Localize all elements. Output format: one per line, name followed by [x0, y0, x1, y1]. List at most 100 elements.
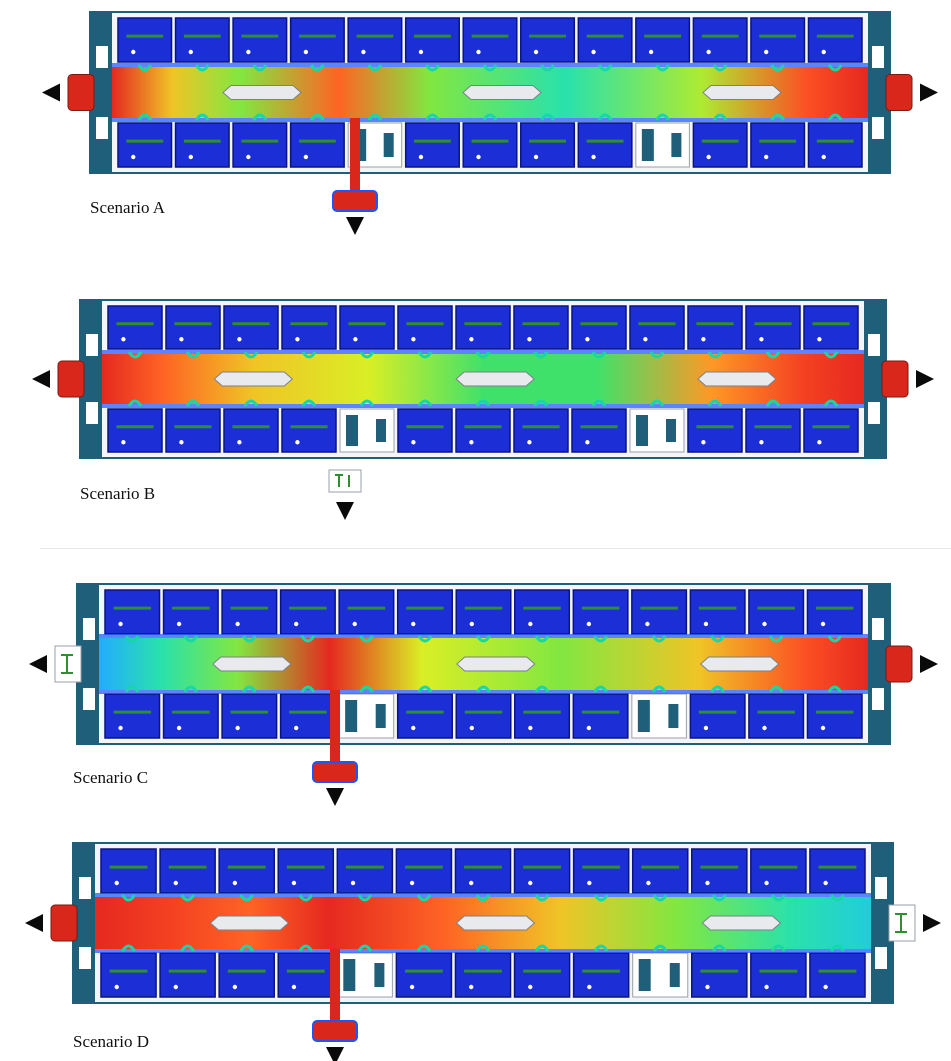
compartment — [807, 17, 863, 63]
gap-speck — [764, 880, 769, 886]
gap-speck — [759, 337, 764, 342]
compartment — [635, 17, 691, 63]
gap-speck — [703, 725, 709, 731]
compartment — [748, 589, 805, 635]
triangle-arrow-icon — [346, 217, 364, 235]
compartment — [692, 122, 748, 168]
compartment — [232, 122, 288, 168]
gap-speck — [352, 621, 357, 627]
triangle-arrow-icon — [920, 655, 938, 673]
gap-speck — [237, 337, 242, 342]
end-wall-window — [86, 402, 98, 424]
gap-speck — [469, 725, 474, 731]
compartment — [691, 848, 748, 894]
compartment — [462, 122, 518, 168]
end-wall-window — [872, 117, 884, 139]
compartment — [404, 122, 460, 168]
closed-door-mark — [335, 474, 350, 487]
seat-access-marker — [124, 635, 140, 643]
gap-speck — [476, 154, 481, 160]
gap-speck — [528, 880, 533, 886]
compartment — [281, 408, 337, 453]
gap-speck — [706, 154, 711, 160]
seat-access-marker — [417, 399, 433, 407]
gap-speck — [246, 49, 251, 55]
scenario-c-caption: Scenario C — [73, 768, 149, 787]
compartment — [689, 693, 746, 739]
compartment — [572, 693, 629, 739]
gap-speck — [114, 984, 119, 990]
vestibule-partition — [374, 963, 385, 987]
seat-access-marker — [476, 635, 491, 643]
gap-speck — [118, 621, 123, 627]
seat-access-marker — [593, 894, 609, 902]
compartment — [454, 952, 512, 998]
gap-speck — [585, 337, 590, 342]
compartment — [404, 17, 460, 63]
exit-door-icon — [885, 74, 913, 111]
compartment — [514, 693, 571, 739]
seat-access-marker — [765, 351, 781, 359]
gap-speck — [411, 621, 416, 627]
gap-speck — [763, 49, 769, 55]
seat-access-marker — [183, 685, 199, 693]
seat-access-marker — [243, 399, 259, 407]
compartment — [232, 17, 288, 63]
compartment — [281, 305, 337, 350]
compartment — [687, 408, 743, 453]
compartment — [809, 952, 866, 998]
gap-speck — [643, 337, 648, 342]
vestibule-partition — [346, 415, 358, 446]
seat-access-marker — [127, 399, 143, 407]
gap-speck — [703, 621, 709, 627]
gap-speck — [586, 725, 592, 731]
compartment — [692, 17, 748, 63]
compartment — [395, 848, 453, 894]
gap-speck — [293, 725, 299, 731]
gap-speck — [821, 49, 826, 55]
gap-speck — [648, 49, 654, 55]
seat-access-marker — [359, 399, 375, 407]
compartment — [455, 408, 511, 453]
bottom-exit-passage — [330, 690, 340, 768]
compartment — [165, 408, 221, 453]
seat-access-marker — [710, 685, 725, 693]
compartment — [104, 693, 161, 739]
seat-access-marker — [827, 685, 843, 693]
gap-speck — [817, 440, 822, 445]
gap-speck — [468, 984, 474, 990]
corridor-obstacle — [213, 371, 294, 387]
compartment — [455, 589, 512, 635]
gap-speck — [591, 49, 596, 55]
gap-speck — [235, 725, 240, 731]
seat-access-marker — [475, 399, 491, 407]
gap-speck — [118, 725, 123, 731]
end-wall-window — [79, 877, 91, 899]
gap-speck — [361, 49, 366, 55]
vestibule-partition — [376, 419, 386, 442]
gap-speck — [295, 440, 300, 445]
compartment — [279, 693, 336, 739]
seat-access-marker — [121, 944, 136, 952]
compartment — [572, 589, 629, 635]
gap-speck — [235, 621, 240, 627]
triangle-arrow-icon — [32, 370, 50, 388]
gap-speck — [469, 621, 474, 627]
gap-speck — [476, 49, 481, 55]
triangle-arrow-icon — [29, 655, 47, 673]
compartment — [289, 17, 345, 63]
seat-access-marker — [124, 685, 140, 693]
seat-access-marker — [534, 635, 550, 643]
density-halo — [102, 350, 864, 354]
compartment — [572, 848, 630, 894]
gap-speck — [646, 880, 651, 886]
corridor-obstacle — [701, 915, 782, 931]
compartment — [336, 848, 394, 894]
corridor-obstacle — [697, 371, 777, 387]
vestibule-partition — [666, 419, 676, 442]
triangle-arrow-icon — [326, 788, 344, 806]
seat-access-marker — [185, 399, 201, 407]
seat-access-marker — [540, 64, 555, 72]
seat-access-marker — [652, 894, 668, 902]
bottom-exit-passage — [350, 118, 360, 197]
